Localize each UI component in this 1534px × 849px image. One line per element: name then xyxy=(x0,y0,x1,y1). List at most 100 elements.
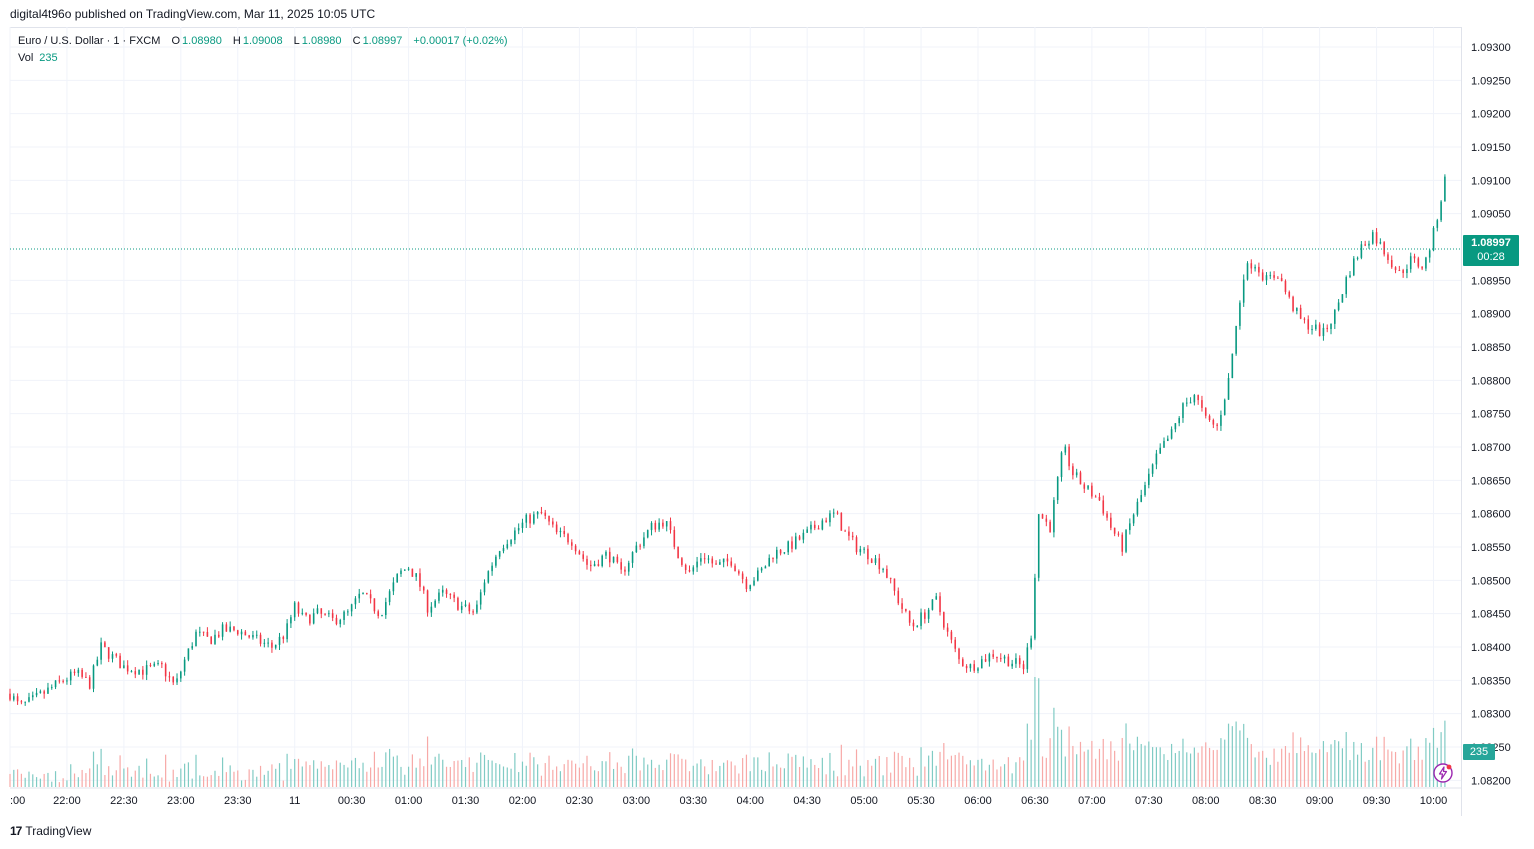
candle-body xyxy=(631,552,634,563)
volume-bar xyxy=(791,756,793,787)
volume-bar xyxy=(1326,752,1328,787)
candle-body xyxy=(1106,513,1108,518)
volume-bar xyxy=(897,752,899,787)
volume-bar xyxy=(924,766,926,787)
candle-body xyxy=(1299,307,1302,319)
volume-bar xyxy=(1417,746,1419,787)
volume-bar xyxy=(1117,760,1120,787)
volume-bar xyxy=(362,762,364,787)
volume-bar xyxy=(742,758,744,787)
candle-body xyxy=(457,597,459,610)
candle-body xyxy=(434,600,436,607)
volume-bar xyxy=(920,747,922,787)
tradingview-logo[interactable]: 17 TradingView xyxy=(10,824,91,838)
volume-bar xyxy=(347,767,349,787)
candle-body xyxy=(476,604,478,613)
candle-body xyxy=(1273,275,1275,278)
volume-bar xyxy=(229,765,231,787)
candle-body xyxy=(757,570,759,581)
candle-body xyxy=(1292,296,1294,311)
volume-bar xyxy=(806,767,808,787)
candle-body xyxy=(1337,302,1340,310)
volume-bar xyxy=(1224,739,1226,787)
time-tick-label: 23:00 xyxy=(167,795,195,807)
candle-body xyxy=(1425,257,1427,269)
candle-body xyxy=(1265,275,1268,281)
candle-body xyxy=(939,596,941,613)
candle-body xyxy=(1140,495,1143,502)
volume-bar xyxy=(343,764,345,787)
candle-body xyxy=(859,549,862,553)
price-tick-label: 1.09300 xyxy=(1471,42,1511,54)
volume-bar xyxy=(1049,738,1051,787)
candle-body xyxy=(1018,658,1021,665)
candle-body xyxy=(1129,523,1131,531)
volume-bar xyxy=(1057,726,1059,787)
time-tick-label: 07:00 xyxy=(1078,795,1106,807)
time-tick-label: 22:00 xyxy=(53,795,81,807)
chart-frame[interactable] xyxy=(10,27,1462,816)
volume-bar xyxy=(1167,759,1169,787)
volume-bar xyxy=(134,770,136,787)
volume-bar xyxy=(54,771,57,787)
volume-bar xyxy=(984,770,987,787)
volume-bar xyxy=(882,775,884,787)
candle-body xyxy=(1075,472,1078,476)
candle-body xyxy=(316,608,319,614)
volume-bar xyxy=(1273,748,1275,787)
volume-bar xyxy=(643,757,645,787)
candle-body xyxy=(988,654,991,662)
candle-body xyxy=(1166,438,1169,442)
candle-body xyxy=(1334,309,1336,324)
volume-bar xyxy=(373,751,376,787)
volume-bar xyxy=(366,771,368,787)
candle-body xyxy=(1003,656,1006,659)
volume-bar xyxy=(66,780,68,787)
volume-bar xyxy=(127,767,129,787)
volume-bar xyxy=(1030,739,1032,787)
volume-bar xyxy=(43,773,45,787)
volume-bar xyxy=(1307,745,1309,787)
volume-bar xyxy=(977,759,979,787)
volume-bar xyxy=(195,754,197,787)
time-tick-label: 08:30 xyxy=(1249,795,1277,807)
time-tick-label: 01:00 xyxy=(395,795,423,807)
volume-bar xyxy=(650,759,653,787)
volume-bar xyxy=(1250,744,1252,787)
candle-body xyxy=(901,603,903,609)
volume-bar xyxy=(1394,751,1397,787)
lightning-bolt-icon[interactable] xyxy=(1433,763,1453,783)
volume-bar xyxy=(426,736,429,787)
volume-bar xyxy=(992,759,994,787)
candle-body xyxy=(639,545,641,547)
candle-body xyxy=(100,642,102,660)
tradingview-brand: TradingView xyxy=(25,824,92,838)
volume-bar xyxy=(597,771,599,787)
candle-body xyxy=(1182,403,1184,419)
volume-bar xyxy=(1136,736,1139,787)
candle-body xyxy=(1352,258,1355,276)
volume-bar xyxy=(1182,738,1184,787)
time-axis: :00 22:00 22:30 23:00 23:30 11 00:30 01:00 01:30… xyxy=(10,787,1461,807)
time-tick-label: 03:00 xyxy=(623,795,651,807)
volume-bar xyxy=(1231,726,1233,787)
price-tick-label: 1.09050 xyxy=(1471,209,1511,221)
price-tick-label: 1.08300 xyxy=(1471,709,1511,721)
candle-body xyxy=(627,562,630,572)
candle-body xyxy=(195,631,197,647)
volume-bar xyxy=(518,772,520,787)
volume-bar xyxy=(464,767,467,787)
volume-bar xyxy=(1284,746,1287,787)
volume-bar xyxy=(855,749,858,787)
volume-bar xyxy=(749,771,751,787)
volume-bar xyxy=(525,765,527,787)
volume-bar xyxy=(430,764,432,787)
volume-bar xyxy=(256,776,258,787)
volume-bar xyxy=(77,777,79,787)
volume-bar xyxy=(556,766,558,787)
volume-bar xyxy=(829,752,831,787)
volume-bar xyxy=(1220,738,1222,787)
candle-body xyxy=(844,530,846,532)
candle-body xyxy=(851,535,854,538)
